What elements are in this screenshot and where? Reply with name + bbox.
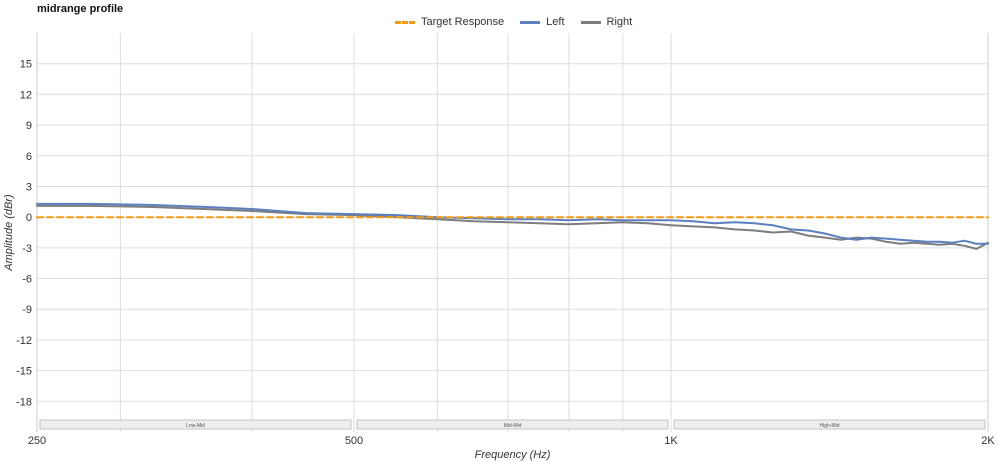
legend-item-right[interactable]: Right xyxy=(580,16,633,28)
y-tick-label: 3 xyxy=(26,181,32,193)
chart-title: midrange profile xyxy=(37,3,124,15)
series-line-right xyxy=(36,204,989,250)
legend-item-target[interactable]: Target Response xyxy=(395,16,504,28)
band-rect xyxy=(356,419,669,430)
x-tick-label: 250 xyxy=(28,435,46,447)
legend: Target Response Left Right xyxy=(395,16,648,28)
x-tick-label: 500 xyxy=(345,435,363,447)
y-tick-label: 15 xyxy=(20,59,32,71)
y-tick-label: -18 xyxy=(16,396,32,408)
legend-label-target: Target Response xyxy=(421,16,505,28)
legend-swatch-target xyxy=(395,20,415,24)
band-label: Low-Mid xyxy=(186,423,205,429)
y-tick-label: 6 xyxy=(26,151,32,163)
legend-swatch-right xyxy=(580,20,601,24)
series-line-left xyxy=(36,202,989,245)
series-layer xyxy=(36,202,989,250)
x-axis-label: Frequency (Hz) xyxy=(475,449,551,461)
y-tick-label: -3 xyxy=(22,243,32,255)
x-tick-label: 1K xyxy=(664,435,678,447)
band-layer: Low-Mid Mid-Mid High-Mid xyxy=(39,419,986,430)
y-axis-label: Amplitude (dBr) xyxy=(3,194,15,272)
legend-item-left[interactable]: Left xyxy=(520,16,565,28)
y-tick-label: 12 xyxy=(20,89,32,101)
legend-label-right: Right xyxy=(606,16,633,28)
y-tick-label: -12 xyxy=(16,335,32,347)
y-tick-label: -15 xyxy=(16,366,32,378)
legend-label-left: Left xyxy=(546,16,565,28)
grid-layer xyxy=(36,33,989,432)
y-tick-label: 0 xyxy=(26,212,32,224)
y-tick-label: 9 xyxy=(26,120,32,132)
band-rect xyxy=(673,419,986,430)
axis-layer: 15 12 9 6 3 0 -3 -6 -9 -12 -15 -18 250 500 1K 2K Frequen… xyxy=(3,59,995,461)
y-tick-label: -9 xyxy=(22,304,32,316)
band-rect xyxy=(39,419,352,430)
legend-swatch-left xyxy=(520,20,541,24)
band-label: Mid-Mid xyxy=(504,423,522,429)
y-tick-label: -6 xyxy=(22,274,32,286)
x-tick-label: 2K xyxy=(981,435,995,447)
band-label: High-Mid xyxy=(819,423,839,429)
